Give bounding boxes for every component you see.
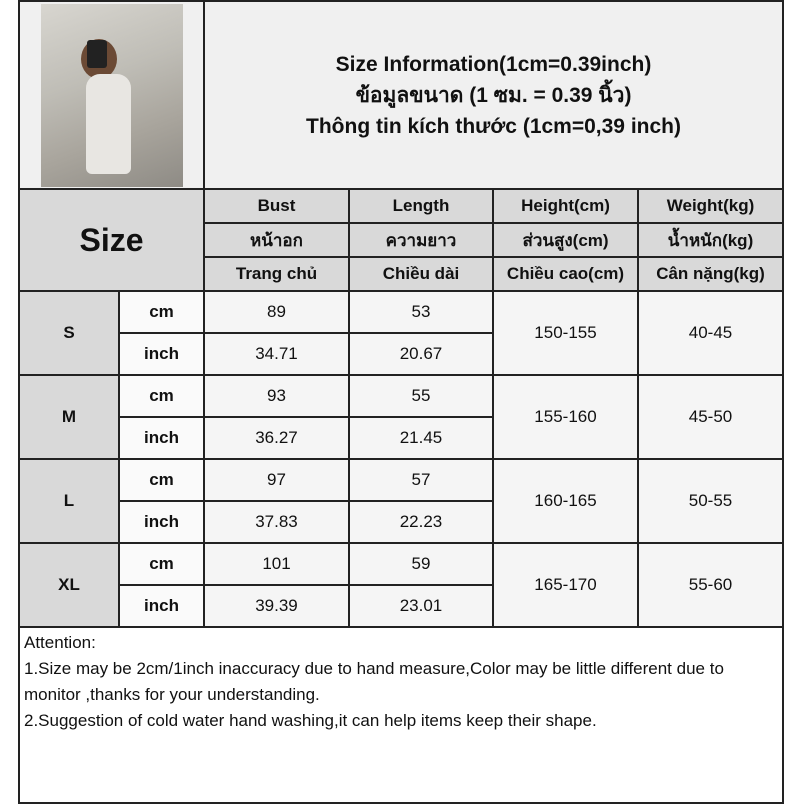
unit-inch: inch xyxy=(118,500,205,544)
size-row-cm: XL cm 101 59 165-170 55-60 xyxy=(18,542,785,628)
col-header-length-en: Length xyxy=(348,188,494,224)
height-range: 165-170 xyxy=(492,542,639,628)
bust-cm: 93 xyxy=(203,374,350,418)
size-row-inch: inch 39.39 23.01 xyxy=(19,584,783,628)
length-cm: 57 xyxy=(348,458,494,502)
length-inch: 22.23 xyxy=(348,500,494,544)
length-cm: 55 xyxy=(348,374,494,418)
bust-cm: 89 xyxy=(203,290,350,334)
unit-inch: inch xyxy=(118,584,205,628)
height-range: 150-155 xyxy=(492,290,639,376)
col-header-weight-en: Weight(kg) xyxy=(636,188,785,224)
unit-cm: cm xyxy=(118,290,205,334)
length-cm: 59 xyxy=(348,542,494,586)
title-vi: Thông tin kích thước (1cm=0,39 inch) xyxy=(306,114,681,138)
size-row-inch: inch 34.71 20.67 xyxy=(19,332,783,376)
attention-notes: Attention: 1.Size may be 2cm/1inch inacc… xyxy=(17,626,785,804)
height-range: 160-165 xyxy=(492,458,639,544)
length-inch: 20.67 xyxy=(348,332,494,376)
col-header-weight-th: น้ำหนัก(kg) xyxy=(636,222,785,258)
title-en: Size Information(1cm=0.39inch) xyxy=(335,52,652,76)
product-photo-cell xyxy=(18,0,205,190)
col-header-length-vi: Chiều dài xyxy=(348,256,494,292)
title-th: ข้อมูลขนาด (1 ซม. = 0.39 นิ้ว) xyxy=(355,83,632,107)
weight-range: 55-60 xyxy=(636,542,785,628)
size-row-inch: inch 36.27 21.45 xyxy=(19,416,783,460)
unit-cm: cm xyxy=(118,542,205,586)
bust-inch: 39.39 xyxy=(203,584,350,628)
weight-range: 50-55 xyxy=(636,458,785,544)
col-header-bust-vi: Trang chủ xyxy=(203,256,350,292)
size-row-inch: inch 37.83 22.23 xyxy=(19,500,783,544)
size-label: L xyxy=(18,458,120,544)
length-inch: 21.45 xyxy=(348,416,494,460)
unit-cm: cm xyxy=(118,458,205,502)
bust-cm: 101 xyxy=(203,542,350,586)
bust-inch: 37.83 xyxy=(203,500,350,544)
length-cm: 53 xyxy=(348,290,494,334)
col-header-bust-en: Bust xyxy=(203,188,350,224)
col-header-bust-th: หน้าอก xyxy=(203,222,350,258)
length-inch: 23.01 xyxy=(348,584,494,628)
unit-cm: cm xyxy=(118,374,205,418)
product-photo xyxy=(40,3,183,187)
weight-range: 45-50 xyxy=(636,374,785,460)
col-header-length-th: ความยาว xyxy=(348,222,494,258)
size-label: S xyxy=(18,290,120,376)
col-header-height-en: Height(cm) xyxy=(492,188,639,224)
unit-inch: inch xyxy=(118,416,205,460)
size-label: M xyxy=(18,374,120,460)
title-cell: Size Information(1cm=0.39inch) ข้อมูลขนา… xyxy=(202,0,785,190)
col-header-height-vi: Chiều cao(cm) xyxy=(492,256,639,292)
bust-cm: 97 xyxy=(203,458,350,502)
height-range: 155-160 xyxy=(492,374,639,460)
attention-line-2: 2.Suggestion of cold water hand washing,… xyxy=(24,711,597,730)
attention-line-1: 1.Size may be 2cm/1inch inaccuracy due t… xyxy=(24,659,729,704)
weight-range: 40-45 xyxy=(636,290,785,376)
attention-heading: Attention: xyxy=(24,633,96,652)
size-chart: Size Information(1cm=0.39inch) ข้อมูลขนา… xyxy=(17,0,785,804)
unit-inch: inch xyxy=(118,332,205,376)
size-header: Size xyxy=(18,188,205,292)
size-table: Size Information(1cm=0.39inch) ข้อมูลขนา… xyxy=(17,0,785,804)
bust-inch: 36.27 xyxy=(203,416,350,460)
bust-inch: 34.71 xyxy=(203,332,350,376)
col-header-height-th: ส่วนสูง(cm) xyxy=(492,222,639,258)
col-header-weight-vi: Cân nặng(kg) xyxy=(636,256,785,292)
size-label: XL xyxy=(18,542,120,628)
